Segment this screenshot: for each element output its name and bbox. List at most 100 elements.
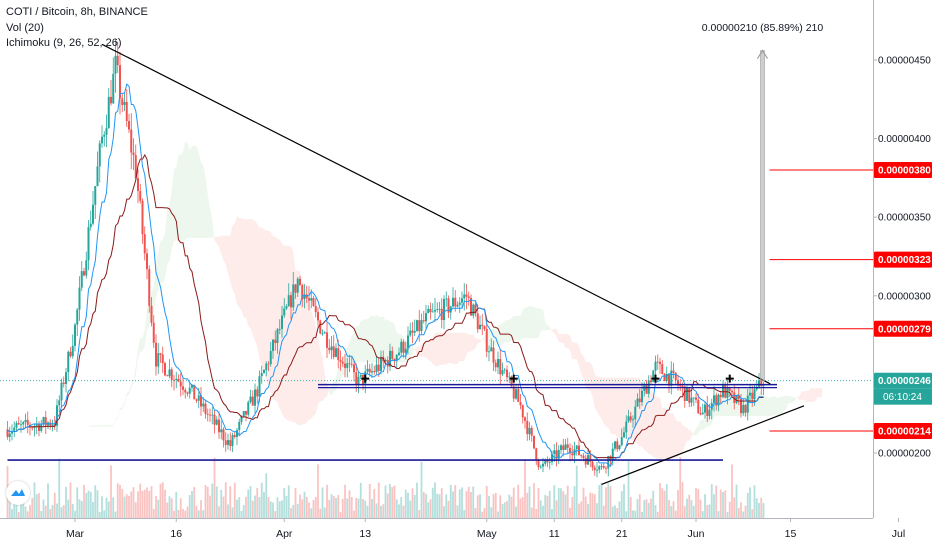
cloud-segment [792,397,795,403]
volume-bar [526,492,529,518]
x-tick-label: 13 [359,528,371,540]
volume-bar [155,495,157,518]
volume-bar [285,495,288,518]
volume-bar [139,483,142,518]
candle [591,461,594,468]
volume-bar [724,490,727,518]
cross-marker [509,374,518,383]
cloud-segment [158,240,161,292]
volume-bar [260,482,263,518]
volume-bar [731,464,733,518]
volume-bar [647,502,650,518]
volume-bar [326,484,328,518]
cloud-segment [518,315,521,341]
cloud-segment [108,425,111,427]
cloud-segment [270,231,273,400]
candle [373,371,376,373]
candle [413,330,416,333]
cloud-segment [165,209,168,279]
candle [92,204,94,224]
volume-bar [128,495,130,518]
tradingview-logo[interactable] [6,481,30,505]
cloud-segment [513,315,516,341]
cloud-segment [558,334,561,343]
volume-bar [690,500,693,518]
candle [533,435,535,449]
volume-bar [276,497,279,518]
y-tick-label: 0.00000300 [878,291,931,302]
candle [123,101,126,105]
candle [476,313,479,330]
candle [497,359,499,368]
candle [548,462,551,463]
volume-bar [497,511,499,518]
cloud-segment [133,366,136,383]
candle [472,304,475,316]
cloud-segment [437,332,440,367]
cloud-segment [774,396,777,416]
cloud-segment [196,146,199,239]
cloud-segment [266,230,269,386]
cloud-segment [594,373,597,412]
candle [114,55,117,74]
candle [443,299,445,321]
candle [438,308,441,310]
candle [157,353,160,367]
candle [425,313,427,322]
candle [542,463,544,467]
volume-bar [290,508,292,518]
y-tick-label: 0.00000200 [878,449,931,460]
candle [344,363,346,368]
cloud-segment [464,332,467,362]
cloud-segment [104,425,107,427]
volume-bar [746,493,749,518]
volume-bar [339,511,342,518]
volume-bar [74,510,76,518]
cloud-segment [212,219,215,241]
cloud-segment [707,413,710,427]
volume-bar [740,502,742,518]
volume-bar [722,492,724,518]
volume-bar [719,489,722,518]
volume-bar [551,509,553,518]
candle [233,435,236,437]
cloud-segment [185,141,188,240]
candle [722,384,724,398]
candle [98,143,101,167]
cloud-segment [120,407,123,411]
candle [67,351,70,373]
candle [494,362,497,368]
cloud-segment [243,219,246,318]
cloud-segment [691,430,694,438]
cloud-segment [756,390,759,416]
candle [335,348,337,357]
cloud-segment [601,377,604,424]
candle [719,394,722,398]
measure-label: 0.00000210 (85.89%) 210 [702,22,824,34]
candle [652,370,655,383]
volume-bar [368,483,371,518]
trendline [601,405,805,485]
volume-bar [447,500,450,518]
volume-bar [562,491,565,518]
volume-bar [121,488,124,518]
volume-bar [589,492,592,518]
volume-bar [35,494,38,518]
cloud-segment [142,330,145,352]
volume-bar [470,491,472,518]
volume-bar [677,489,679,518]
candle [474,304,477,314]
volume-bar [186,506,189,518]
candle [629,416,632,421]
cloud-segment [529,305,532,339]
cloud-segment [320,350,323,402]
cloud-segment [347,342,350,368]
cloud-segment [277,239,280,409]
volume-bar [143,489,146,518]
cloud-segment [189,146,192,239]
candle [724,384,727,398]
cloud-segment [419,344,422,357]
volume-bar [24,506,27,518]
legend-symbol: COTI / Bitcoin, 8h, BINANCE [6,6,148,18]
